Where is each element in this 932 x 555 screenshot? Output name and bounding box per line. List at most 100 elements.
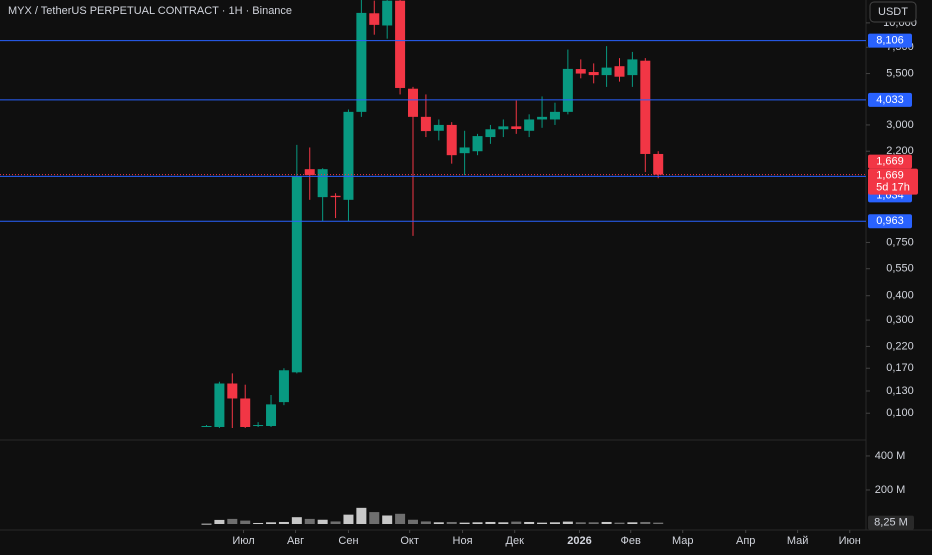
volume-bar [420, 521, 431, 524]
candle-body [640, 60, 651, 154]
volume-bar [201, 523, 212, 525]
volume-bar [407, 519, 418, 524]
volume-bar [562, 521, 573, 524]
volume-bar [433, 522, 444, 524]
volume-bar [627, 522, 638, 524]
candle-body [524, 119, 535, 131]
volume-bar [601, 521, 612, 524]
candle-body [485, 129, 496, 138]
volume-bar [575, 522, 586, 524]
candle-body [420, 116, 431, 132]
countdown: 5d 17h [876, 182, 910, 194]
volume-bar [537, 522, 548, 524]
volume-bar [214, 519, 225, 524]
candle-body [382, 0, 393, 26]
y-tick-label: 0,550 [886, 263, 914, 275]
currency-button[interactable] [869, 1, 917, 23]
x-tick-label: Авг [287, 535, 304, 547]
x-tick-label: 2026 [567, 535, 591, 547]
volume-bar [278, 521, 289, 524]
x-tick-label: Ноя [453, 535, 473, 547]
level-label: 4,033 [876, 94, 904, 106]
volume-bar [356, 507, 367, 524]
volume-bar [330, 521, 341, 524]
candle-body [627, 59, 638, 76]
volume-bar [253, 522, 264, 524]
x-tick-label: Мар [672, 535, 694, 547]
volume-bar [640, 521, 651, 524]
y-tick-label: 0,130 [886, 385, 914, 397]
x-tick-label: Июн [839, 535, 861, 547]
volume-tick-label: 200 M [875, 484, 906, 496]
volume-last-label: 8,25 M [874, 517, 908, 529]
volume-bar [227, 518, 238, 524]
x-tick-label: Июл [232, 535, 254, 547]
volume-bar [291, 517, 302, 524]
last-price-label: 1,669 [876, 156, 904, 168]
volume-bar [446, 521, 457, 524]
volume-bar [240, 520, 251, 524]
candle-body [498, 126, 509, 130]
candle-body [201, 426, 212, 428]
volume-bar [549, 522, 560, 524]
volume-bar [304, 518, 315, 524]
x-tick-label: Окт [400, 535, 419, 547]
candle-body [601, 67, 612, 76]
candle-body [407, 88, 418, 117]
volume-bar [653, 522, 664, 524]
y-tick-label: 0,400 [886, 290, 914, 302]
candle-body [330, 195, 341, 198]
level-label: 0,963 [876, 215, 904, 227]
candle-body [588, 72, 599, 76]
level-label-box [868, 33, 912, 48]
candle-body [291, 176, 302, 373]
candle-body [227, 383, 238, 399]
volume-bar [266, 522, 277, 524]
volume-bar [485, 521, 496, 524]
candle-body [343, 111, 354, 200]
currency-button-label[interactable]: USDT [878, 6, 908, 18]
volume-tick-label: 400 M [875, 450, 906, 462]
chart-title: MYX / TetherUS PERPETUAL CONTRACT · 1H ·… [8, 5, 292, 17]
x-tick-label: Фев [621, 535, 641, 547]
y-tick-label: 0,170 [886, 362, 914, 374]
candle-body [653, 153, 664, 175]
volume-bar [459, 522, 470, 524]
candle-body [537, 116, 548, 120]
y-tick-label: 0,750 [886, 236, 914, 248]
candle-body [549, 111, 560, 120]
candle-body [472, 136, 483, 152]
candle-body [459, 147, 470, 154]
volume-bar [588, 522, 599, 524]
level-label-box [868, 92, 912, 107]
y-tick-label: 5,500 [886, 67, 914, 79]
volume-bar [343, 514, 354, 524]
y-tick-label: 2,200 [886, 145, 914, 157]
volume-bar [498, 522, 509, 524]
x-tick-label: Дек [506, 535, 525, 547]
candle-body [266, 404, 277, 427]
volume-bar [614, 522, 625, 524]
countdown-box [868, 168, 918, 195]
candle-body [278, 370, 289, 403]
x-tick-label: Май [787, 535, 809, 547]
volume-bar [382, 515, 393, 524]
candle-body [562, 68, 573, 112]
y-tick-label: 0,100 [886, 407, 914, 419]
volume-bar [511, 521, 522, 524]
candle-body [253, 425, 264, 427]
candle-body [304, 169, 315, 176]
last-price-box [868, 154, 912, 169]
volume-bar [317, 519, 328, 524]
x-tick-label: Апр [736, 535, 755, 547]
candle-body [369, 13, 380, 25]
candle-body [433, 124, 444, 131]
volume-bar [472, 522, 483, 524]
candle-body [240, 398, 251, 427]
y-tick-label: 0,300 [886, 314, 914, 326]
volume-last-box [868, 515, 914, 530]
candle-body [614, 66, 625, 77]
x-tick-label: Сен [338, 535, 358, 547]
